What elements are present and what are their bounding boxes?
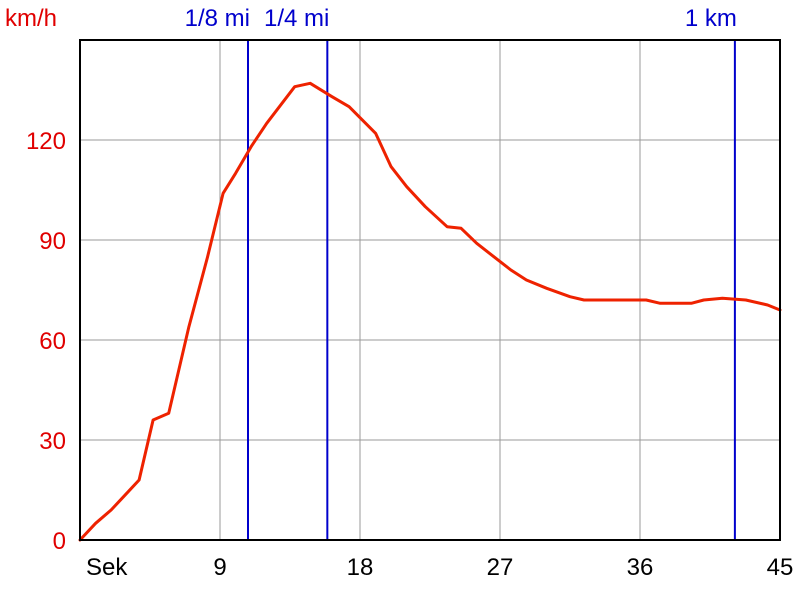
y-tick-label: 0 [53, 528, 66, 555]
distance-marker-label: 1 km [685, 5, 737, 32]
x-tick-label: 18 [347, 554, 374, 581]
x-tick-label: 9 [213, 554, 226, 581]
distance-marker-label: 1/4 mi [264, 5, 329, 32]
y-tick-label: 60 [39, 328, 66, 355]
frame-layer [79, 39, 781, 541]
x-tick-label: 36 [627, 554, 654, 581]
label-layer: km/h Sek 9 18 27 36 45 0 30 60 90 120 1/8 mi 1/4 mi… [5, 5, 793, 581]
x-tick-label: 45 [767, 554, 794, 581]
distance-marker-layer [247, 40, 736, 540]
x-axis-label: Sek [86, 554, 128, 581]
y-tick-label: 90 [39, 228, 66, 255]
distance-marker-label: 1/8 mi [185, 5, 250, 32]
y-tick-label: 30 [39, 428, 66, 455]
speed-series-line [78, 81, 782, 542]
y-tick-label: 120 [26, 128, 66, 155]
grid-layer [80, 40, 780, 540]
plot-frame [79, 39, 781, 541]
x-tick-label: 27 [487, 554, 514, 581]
series-layer [78, 81, 782, 542]
y-axis-label: km/h [5, 5, 57, 32]
